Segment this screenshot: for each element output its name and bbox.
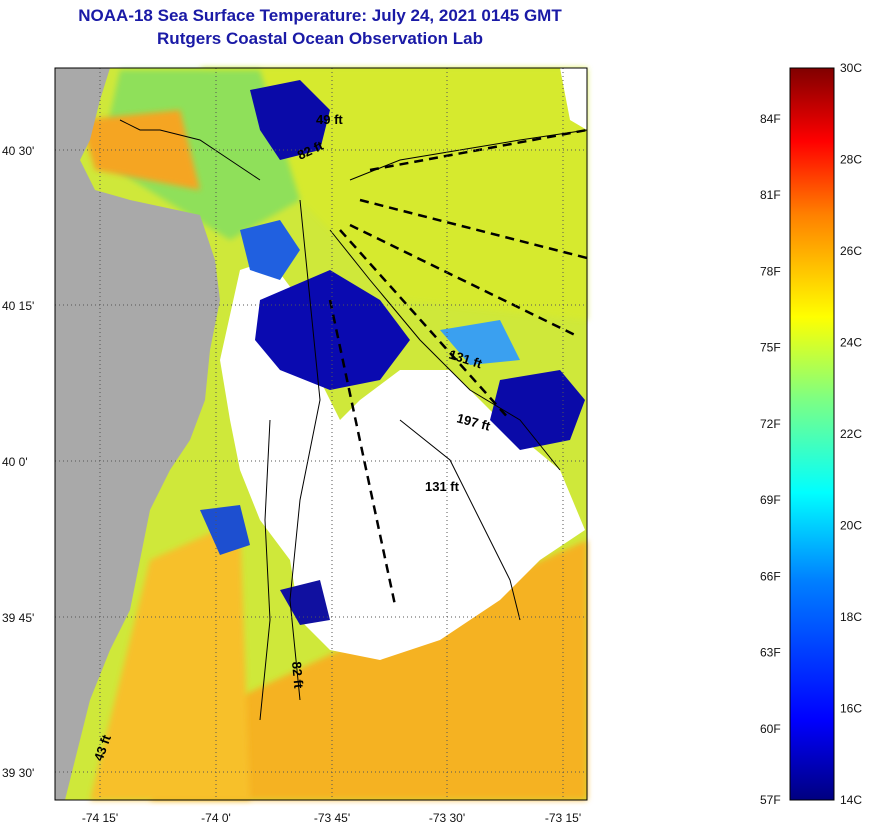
colorbar-fahrenheit-label: 75F (760, 341, 781, 355)
colorbar-fahrenheit-label: 57F (760, 793, 781, 807)
colorbar-fahrenheit-label: 84F (760, 112, 781, 126)
colorbar-celsius-label: 28C (840, 153, 862, 167)
depth-label: 49 ft (316, 112, 343, 127)
colorbar-celsius-label: 24C (840, 336, 862, 350)
lon-tick-label: -73 45' (314, 811, 350, 825)
map-title: NOAA-18 Sea Surface Temperature: July 24… (78, 6, 562, 25)
lon-tick-label: -74 0' (201, 811, 231, 825)
colorbar-fahrenheit-label: 78F (760, 264, 781, 278)
lat-tick-label: 40 0' (2, 455, 28, 469)
depth-label: 82 ft (289, 661, 306, 690)
lon-tick-label: -73 15' (545, 811, 581, 825)
colorbar-celsius-label: 14C (840, 793, 862, 807)
colorbar-celsius-label: 30C (840, 61, 862, 75)
lon-tick-label: -73 30' (429, 811, 465, 825)
colorbar-celsius-label: 26C (840, 244, 862, 258)
colorbar-fahrenheit-label: 60F (760, 722, 781, 736)
colorbar-fahrenheit-label: 66F (760, 569, 781, 583)
map-plot-area: 49 ft 82 ft 131 ft 197 ft 131 ft 82 ft 4… (54, 67, 588, 801)
map-subtitle: Rutgers Coastal Ocean Observation Lab (157, 29, 483, 48)
colorbar-fahrenheit-label: 72F (760, 417, 781, 431)
lat-tick-label: 40 15' (2, 299, 34, 313)
colorbar-fahrenheit-label: 63F (760, 646, 781, 660)
colorbar-celsius-label: 20C (840, 519, 862, 533)
lat-tick-label: 39 45' (2, 611, 34, 625)
colorbar-celsius-label: 18C (840, 610, 862, 624)
lon-tick-label: -74 15' (82, 811, 118, 825)
colorbar-fahrenheit-label: 81F (760, 188, 781, 202)
colorbar (789, 67, 835, 801)
latitude-axis: 40 30' 40 15' 40 0' 39 45' 39 30' (2, 144, 34, 780)
colorbar-ticks: 30C 28C 26C 24C 22C 20C 18C 16C 14C 84F 81F 78F 75F 7… (760, 61, 862, 807)
depth-label: 131 ft (425, 479, 460, 494)
colorbar-celsius-label: 22C (840, 427, 862, 441)
longitude-axis: -74 15' -74 0' -73 45' -73 30' -73 15' (82, 811, 581, 825)
lat-tick-label: 40 30' (2, 144, 34, 158)
colorbar-fahrenheit-label: 69F (760, 493, 781, 507)
lat-tick-label: 39 30' (2, 766, 34, 780)
colorbar-celsius-label: 16C (840, 702, 862, 716)
